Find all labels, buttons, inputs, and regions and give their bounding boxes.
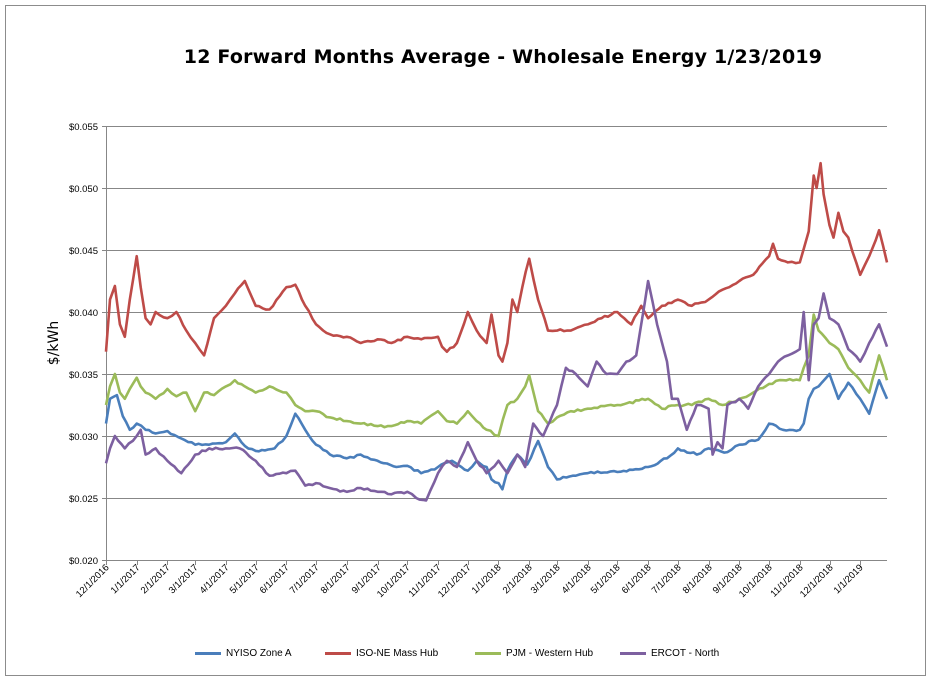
x-tick-label: 12/1/2017 bbox=[436, 562, 474, 600]
chart-frame bbox=[5, 5, 926, 676]
series-line-pjm-western-hub bbox=[104, 313, 889, 438]
legend-label: NYISO Zone A bbox=[226, 647, 292, 659]
x-tick-label: 3/1/2017 bbox=[167, 562, 201, 596]
y-tick-labels: $0.020 $0.025 $0.030 $0.035 $0.040 $0.045 $0.0… bbox=[69, 122, 98, 567]
x-tick-labels: 12/1/20161/1/20172/1/20173/1/20174/1/201… bbox=[74, 562, 866, 600]
legend-label: ERCOT - North bbox=[651, 647, 720, 659]
legend-swatch bbox=[195, 651, 221, 655]
x-tick-label: 6/1/2018 bbox=[620, 562, 654, 596]
y-tick-label: $0.040 bbox=[69, 308, 98, 319]
y-tick-label: $0.050 bbox=[69, 184, 98, 195]
x-tick-label: 12/1/2016 bbox=[74, 562, 112, 600]
y-tick-label: $0.030 bbox=[69, 432, 98, 443]
legend-label: ISO-NE Mass Hub bbox=[356, 647, 439, 659]
chart-title: 12 Forward Months Average - Wholesale En… bbox=[183, 46, 823, 68]
x-tick-label: 2/1/2017 bbox=[139, 562, 173, 596]
x-tick-label: 8/1/2018 bbox=[681, 562, 715, 596]
y-tick-label: $0.045 bbox=[69, 246, 98, 257]
legend-item: ISO-NE Mass Hub bbox=[325, 645, 438, 661]
x-tick-label: 5/1/2018 bbox=[589, 562, 623, 596]
legend-item: PJM - Western Hub bbox=[475, 645, 593, 661]
y-tick-label: $0.020 bbox=[69, 556, 98, 567]
series-lines bbox=[104, 161, 889, 502]
y-tick-label: $0.035 bbox=[69, 370, 98, 381]
y-axis-label: $/kWh bbox=[46, 321, 62, 365]
legend-swatch bbox=[620, 651, 646, 655]
x-tick-label: 4/1/2017 bbox=[198, 562, 232, 596]
legend: NYISO Zone A ISO-NE Mass Hub PJM - Western… bbox=[195, 645, 755, 661]
x-tick-label: 1/1/2017 bbox=[109, 562, 143, 596]
x-tick-label: 8/1/2017 bbox=[319, 562, 353, 596]
axes bbox=[102, 126, 887, 565]
x-tick-label: 12/1/2018 bbox=[798, 562, 836, 600]
legend-item: NYISO Zone A bbox=[195, 645, 292, 661]
legend-swatch bbox=[325, 651, 351, 655]
series-line-iso-ne-mass-hub bbox=[104, 161, 889, 363]
x-tick-label: 7/1/2017 bbox=[288, 562, 322, 596]
y-tick-label: $0.055 bbox=[69, 122, 98, 133]
y-tick-label: $0.025 bbox=[69, 494, 98, 505]
legend-item: ERCOT - North bbox=[620, 645, 719, 661]
x-tick-label: 3/1/2018 bbox=[529, 562, 563, 596]
legend-label: PJM - Western Hub bbox=[506, 647, 594, 659]
x-tick-label: 2/1/2018 bbox=[501, 562, 535, 596]
legend-swatch bbox=[475, 651, 501, 655]
series-line-nyiso-zone-a bbox=[104, 372, 889, 491]
x-tick-label: 4/1/2018 bbox=[560, 562, 594, 596]
x-tick-label: 7/1/2018 bbox=[650, 562, 684, 596]
x-tick-label: 1/1/2018 bbox=[470, 562, 504, 596]
x-tick-label: 1/1/2019 bbox=[832, 562, 866, 596]
x-tick-label: 5/1/2017 bbox=[228, 562, 262, 596]
x-tick-label: 6/1/2017 bbox=[258, 562, 292, 596]
x-tick-label: 10/1/2018 bbox=[737, 562, 775, 600]
series-line-ercot-north bbox=[104, 279, 889, 502]
